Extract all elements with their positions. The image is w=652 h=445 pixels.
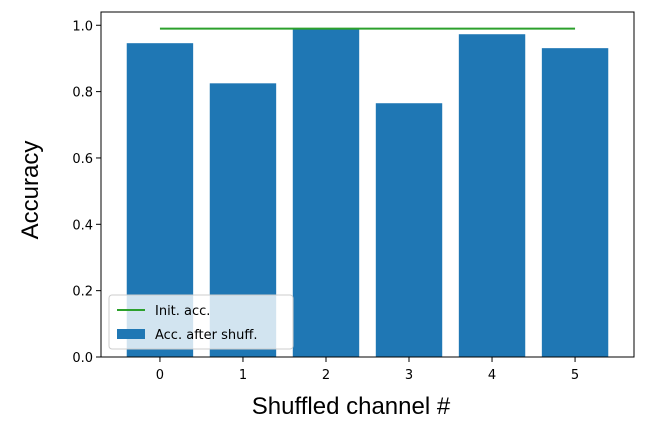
y-axis-label: Accuracy	[17, 141, 44, 240]
plot-frame	[100, 11, 635, 358]
y-tick-label: 0.4	[72, 218, 93, 233]
y-tick-label: 0.6	[72, 152, 93, 167]
legend-box	[108, 294, 294, 350]
x-tick-label: 0	[156, 368, 164, 383]
bar	[292, 28, 360, 357]
x-tick-label: 3	[405, 368, 413, 383]
y-tick-label: 0.0	[72, 351, 93, 366]
x-axis-label: Shuffled channel #	[252, 393, 451, 420]
legend-swatch	[117, 329, 145, 339]
bar	[541, 48, 609, 357]
legend-label: Init. acc.	[155, 304, 210, 319]
x-tick-label: 5	[571, 368, 579, 383]
x-tick-label: 2	[322, 368, 330, 383]
y-tick-label: 0.8	[72, 86, 93, 101]
y-tick-label: 0.2	[72, 285, 93, 300]
x-tick-label: 4	[488, 368, 496, 383]
legend-label: Acc. after shuff.	[155, 328, 257, 343]
y-tick-label: 1.0	[72, 19, 93, 34]
bar	[375, 103, 443, 358]
bar	[458, 34, 526, 358]
x-tick-label: 1	[239, 368, 247, 383]
